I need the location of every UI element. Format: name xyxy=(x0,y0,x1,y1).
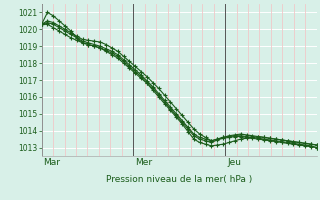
Text: Mar: Mar xyxy=(44,158,60,167)
Text: Mer: Mer xyxy=(135,158,152,167)
X-axis label: Pression niveau de la mer( hPa ): Pression niveau de la mer( hPa ) xyxy=(106,175,252,184)
Text: Jeu: Jeu xyxy=(227,158,241,167)
